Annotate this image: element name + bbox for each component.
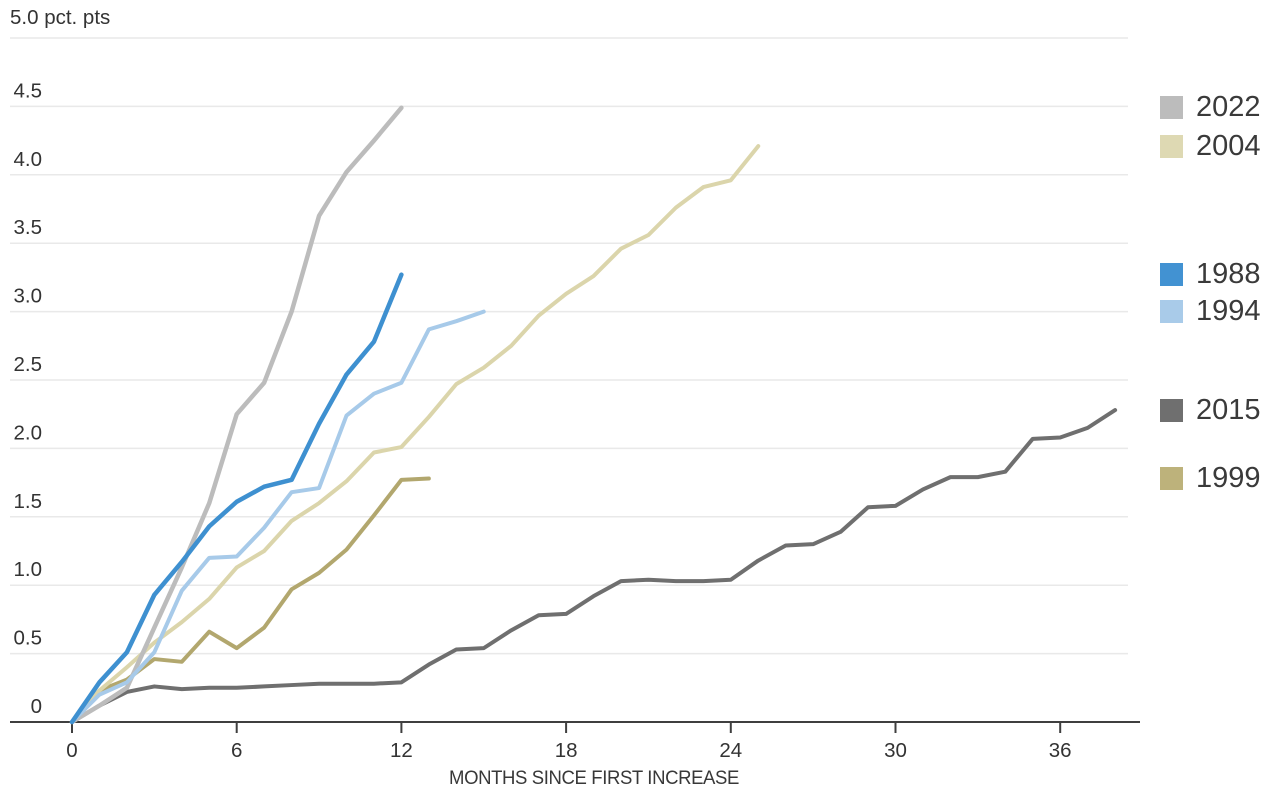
series-line-1988 (69, 272, 404, 725)
legend-item-1988: 1988 (1160, 259, 1261, 291)
legend-swatch-1994 (1160, 300, 1183, 324)
y-tick-label: 0.5 (14, 627, 43, 650)
legend-label-2015: 2015 (1196, 393, 1261, 426)
x-tick-label: 36 (1049, 739, 1072, 762)
y-tick-label: 3.5 (14, 216, 43, 239)
x-tick-label: 12 (390, 739, 413, 762)
x-tick-label: 30 (884, 739, 907, 762)
series-line-2004 (70, 144, 761, 724)
x-tick-label: 24 (719, 739, 742, 762)
legend-item-2015: 2015 (1160, 394, 1261, 426)
legend-swatch-1999 (1160, 466, 1183, 490)
legend-swatch-2015 (1160, 398, 1183, 422)
legend-item-1999: 1999 (1160, 462, 1261, 494)
legend-swatch-2004 (1160, 134, 1183, 158)
x-axis-title: MONTHS SINCE FIRST INCREASE (449, 767, 739, 789)
legend-label-2022: 2022 (1196, 91, 1261, 124)
y-tick-label: 2.0 (14, 421, 43, 444)
y-tick-label: 1.5 (14, 490, 43, 513)
y-axis-unit-label: 5.0 pct. pts (10, 6, 111, 29)
legend-swatch-2022 (1160, 96, 1183, 120)
y-tick-label: 4.0 (14, 148, 43, 171)
series-line-1994 (70, 309, 486, 724)
legend-label-1988: 1988 (1196, 258, 1261, 291)
legend-label-2004: 2004 (1196, 129, 1261, 162)
series-line-2015 (70, 408, 1118, 724)
y-tick-label: 2.5 (14, 353, 43, 376)
x-tick-label: 6 (231, 739, 242, 762)
x-tick-label: 18 (555, 739, 578, 762)
y-tick-label: 4.5 (14, 79, 43, 102)
legend-item-2022: 2022 (1160, 92, 1261, 124)
x-tick-label: 0 (66, 739, 77, 762)
legend-item-1994: 1994 (1160, 296, 1261, 328)
y-tick-label: 3.0 (14, 285, 43, 308)
series-line-2022 (69, 105, 404, 725)
legend-label-1999: 1999 (1196, 461, 1261, 494)
legend-label-1994: 1994 (1196, 295, 1261, 328)
y-tick-label: 1.0 (14, 558, 43, 581)
legend-swatch-1988 (1160, 263, 1183, 287)
y-tick-label: 0 (31, 695, 42, 718)
legend-item-2004: 2004 (1160, 130, 1261, 162)
